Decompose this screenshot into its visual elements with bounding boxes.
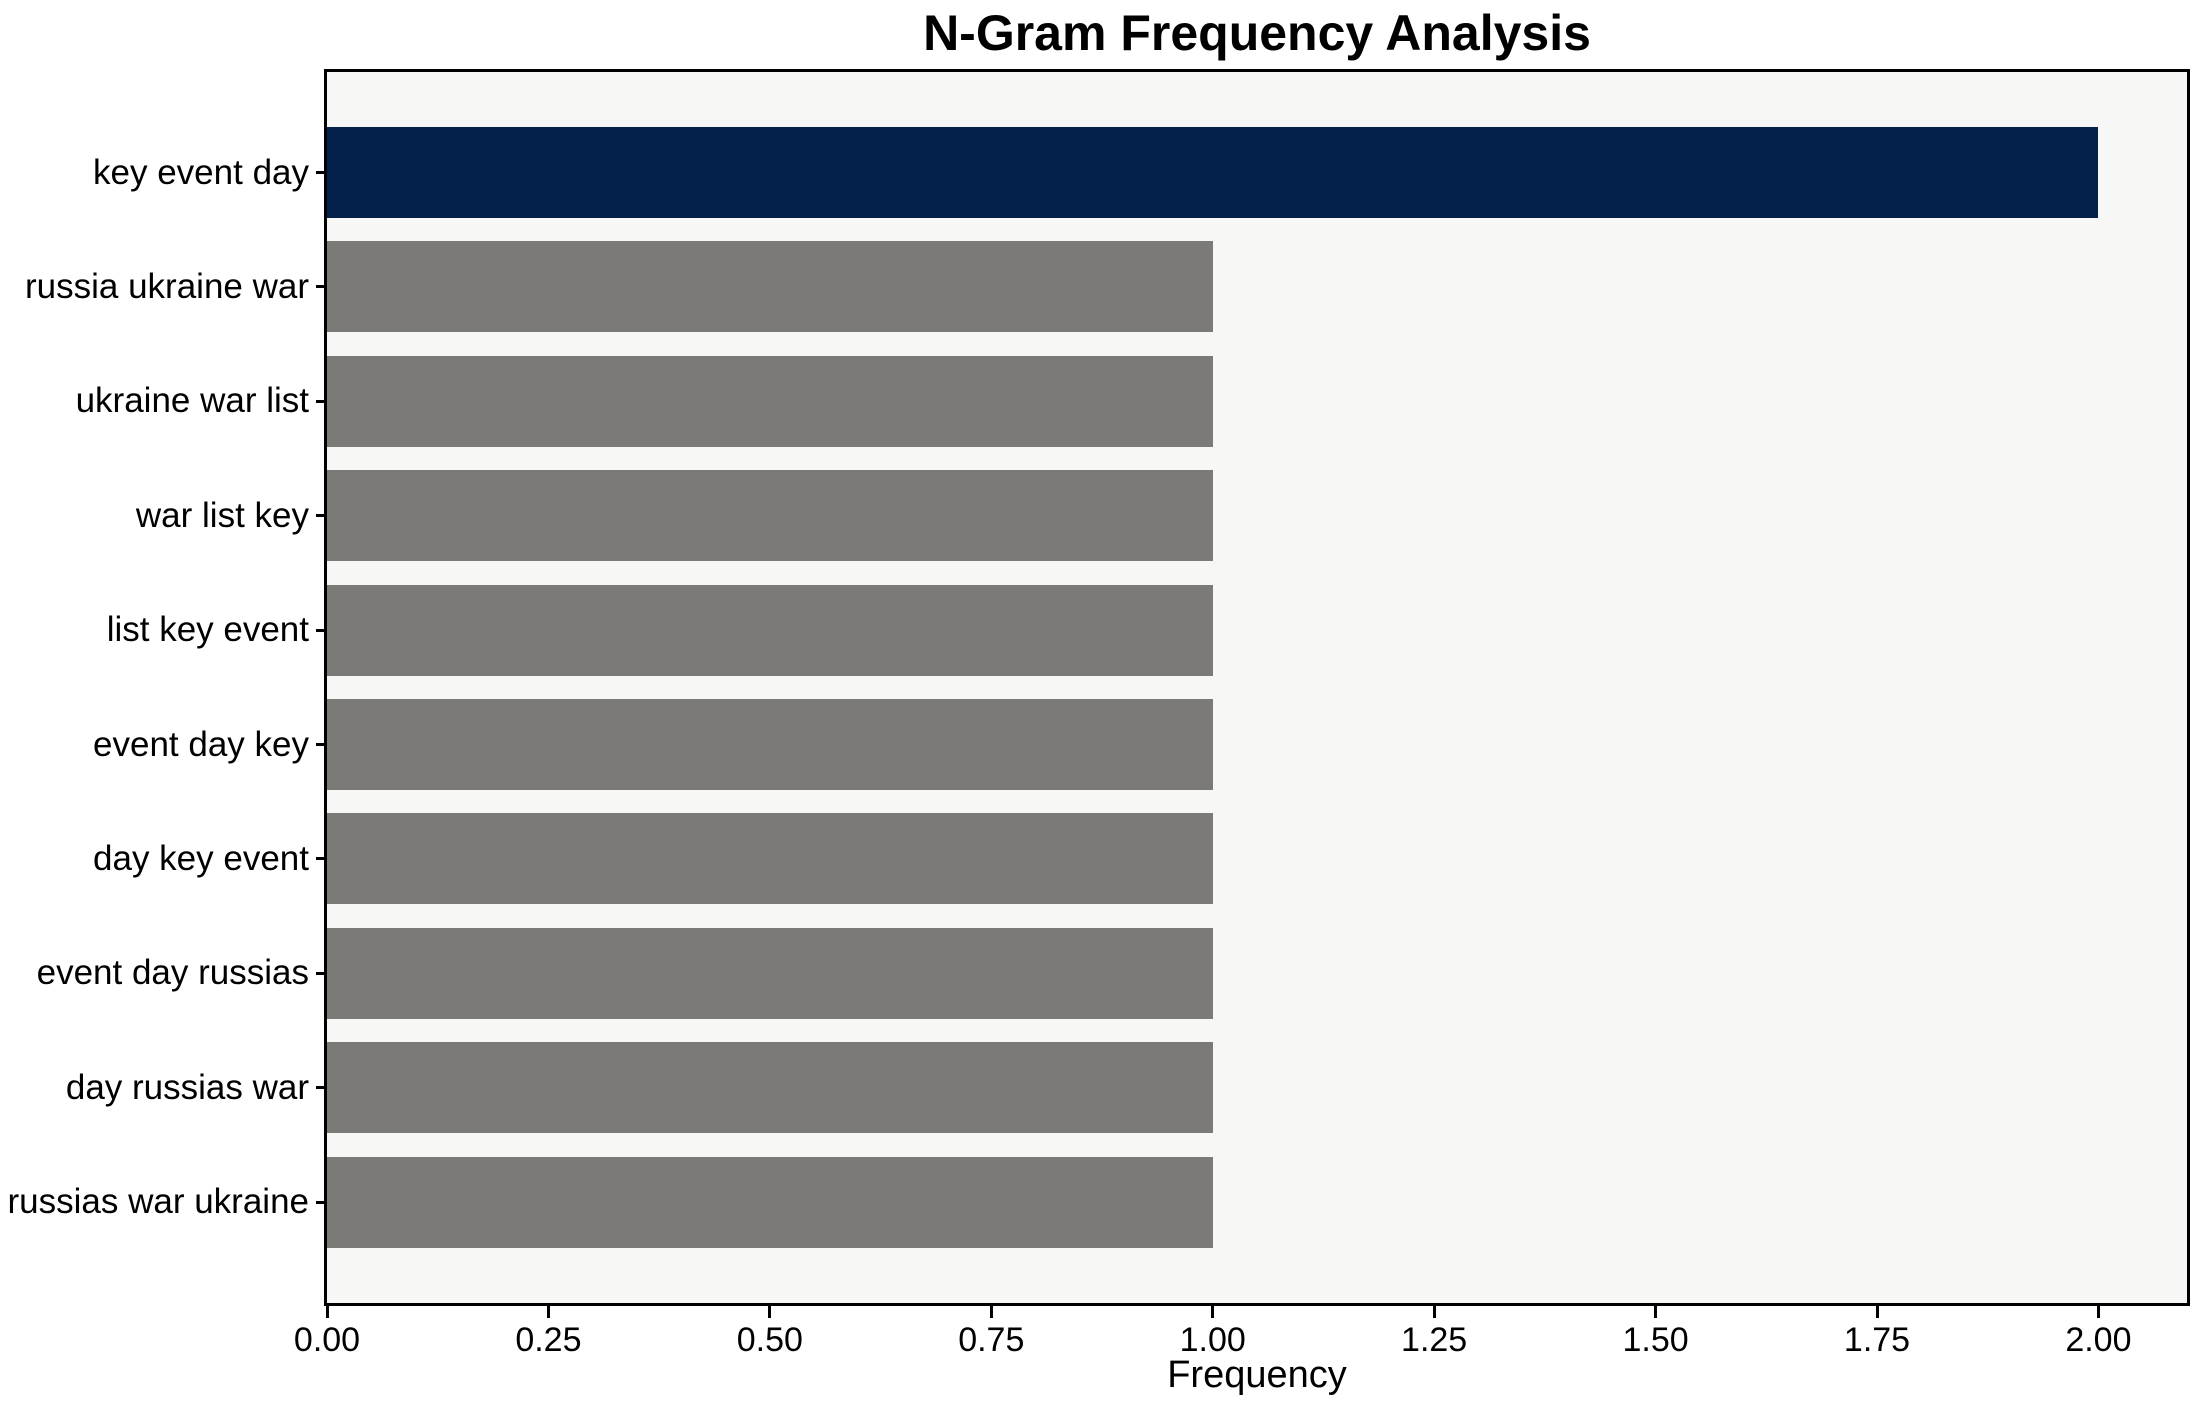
- y-tick-mark: [316, 171, 327, 174]
- bar-day-key-event: [327, 813, 1213, 905]
- x-tick-mark: [1654, 1306, 1658, 1318]
- y-tick-label: ukraine war list: [75, 381, 309, 421]
- y-tick-mark: [316, 628, 327, 632]
- x-tick-mark: [989, 1306, 993, 1318]
- x-tick-mark: [546, 1306, 550, 1318]
- x-tick-label: 0.25: [515, 1321, 582, 1359]
- x-tick-mark: [2096, 1306, 2100, 1318]
- y-tick-mark: [316, 285, 327, 289]
- x-axis-label: Frequency: [1167, 1354, 1347, 1396]
- bar-key-event-day: [327, 127, 2099, 218]
- y-tick-label: day key event: [93, 838, 309, 878]
- y-tick-label: key event day: [93, 152, 309, 192]
- bar-russia-ukraine-war: [327, 241, 1213, 333]
- plot-area: [324, 69, 2190, 1306]
- y-tick-mark: [316, 857, 327, 861]
- x-tick-label: 0.50: [736, 1321, 803, 1359]
- x-tick-label: 1.00: [1179, 1321, 1246, 1359]
- y-tick-label: event day key: [93, 724, 309, 764]
- bar-war-list-key: [327, 470, 1213, 562]
- bar-event-day-russias: [327, 927, 1213, 1019]
- y-tick-label: russias war ukraine: [7, 1182, 310, 1222]
- x-tick-label: 2.00: [2065, 1321, 2132, 1359]
- bar-list-key-event: [327, 584, 1213, 676]
- x-tick-mark: [325, 1306, 329, 1318]
- y-tick-mark: [316, 743, 327, 746]
- y-tick-mark: [316, 1086, 327, 1090]
- y-tick-label: list key event: [106, 610, 309, 650]
- y-tick-mark: [316, 1200, 327, 1204]
- bar-russias-war-ukraine: [327, 1156, 1213, 1248]
- bar-ukraine-war-list: [327, 355, 1213, 447]
- y-tick-mark: [316, 514, 327, 518]
- x-tick-label: 1.25: [1401, 1321, 1468, 1359]
- x-tick-label: 1.75: [1843, 1321, 1911, 1359]
- x-tick-mark: [1211, 1306, 1215, 1318]
- x-tick-mark: [1432, 1306, 1436, 1318]
- y-tick-label: day russias war: [65, 1067, 309, 1107]
- x-tick-label: 0.00: [293, 1321, 361, 1359]
- x-tick-mark: [1875, 1306, 1879, 1318]
- x-tick-label: 1.50: [1622, 1321, 1689, 1359]
- chart-title: N-Gram Frequency Analysis: [923, 5, 1591, 61]
- y-tick-label: russia ukraine war: [25, 266, 309, 306]
- y-tick-mark: [316, 399, 327, 403]
- y-tick-label: event day russias: [36, 953, 309, 993]
- y-tick-label: war list key: [135, 495, 309, 535]
- bar-day-russias-war: [327, 1042, 1213, 1134]
- x-tick-label: 0.75: [958, 1321, 1025, 1359]
- y-tick-mark: [316, 971, 327, 975]
- x-tick-mark: [768, 1306, 772, 1318]
- bar-event-day-key: [327, 699, 1213, 790]
